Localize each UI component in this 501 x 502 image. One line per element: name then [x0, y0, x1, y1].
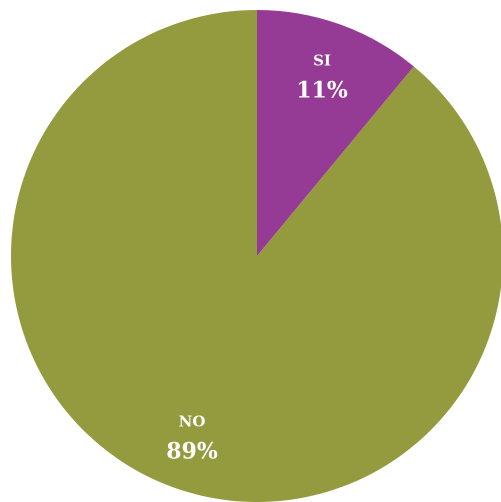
slice-category-label: NO	[179, 413, 206, 431]
slice-category-label: SI	[313, 51, 331, 69]
slice-value-label: 11%	[296, 77, 348, 103]
pie-slice	[257, 10, 414, 256]
pie-slice	[11, 10, 501, 502]
slice-value-label: 89%	[166, 439, 218, 465]
